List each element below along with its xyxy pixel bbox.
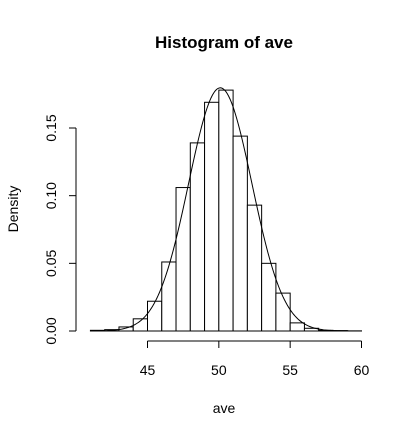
histogram-bar (289, 322, 305, 332)
x-tick-label: 50 (211, 362, 227, 378)
y-tick-label: 0.00 (43, 317, 59, 344)
y-tick-label: 0.10 (43, 182, 59, 209)
histogram-bar (161, 261, 177, 332)
x-tick-label: 45 (140, 362, 156, 378)
y-axis-label: Density (5, 186, 21, 233)
histogram-bar (189, 142, 206, 332)
histogram-bar (204, 101, 220, 332)
histogram-bar (218, 89, 234, 332)
histogram-bar (275, 292, 291, 332)
histogram-bars (89, 89, 363, 332)
histogram-bar (232, 135, 248, 332)
x-axis-label: ave (213, 400, 236, 416)
density-curve (90, 87, 362, 332)
x-tick-label: 60 (354, 362, 370, 378)
histogram-bar (147, 300, 163, 332)
x-axis: 45 50 55 60 (140, 340, 370, 378)
histogram-bar (303, 327, 320, 332)
x-tick-label: 55 (282, 362, 298, 378)
y-tick-label: 0.15 (43, 114, 59, 141)
y-tick-label: 0.05 (43, 249, 59, 276)
histogram-bar (246, 204, 263, 332)
chart-title: Histogram of ave (155, 33, 293, 52)
y-axis: 0.00 0.05 0.10 0.15 (43, 114, 77, 345)
